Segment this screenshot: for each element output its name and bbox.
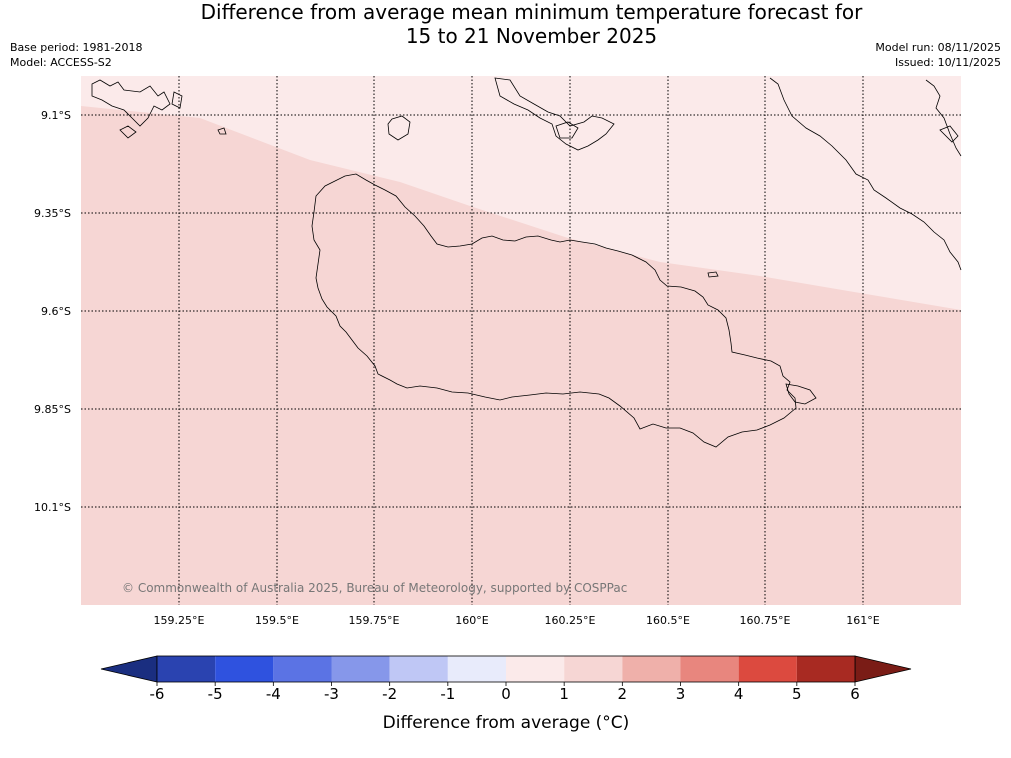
longitude-label: 160°E <box>455 614 488 627</box>
longitude-label: 159.5°E <box>255 614 299 627</box>
colorbar-tick-label: 6 <box>850 685 860 703</box>
base-period: Base period: 1981-2018 <box>10 41 143 54</box>
nw-island-coast-2 <box>119 125 137 139</box>
longitude-label: 160.5°E <box>646 614 690 627</box>
colorbar-bin <box>796 656 855 682</box>
colorbar-bin <box>622 656 681 682</box>
colorbar <box>100 655 912 683</box>
colorbar-tick-label: 1 <box>559 685 569 703</box>
colorbar-tick-label: 3 <box>676 685 686 703</box>
savo-island <box>387 115 411 141</box>
colorbar-tick-label: 2 <box>618 685 628 703</box>
latitude-label: 9.35°S <box>34 207 71 220</box>
longitude-labels: 159.25°E 159.5°E 159.75°E 160°E 160.25°E 160.… <box>154 614 880 627</box>
colorbar-bin <box>273 656 332 682</box>
colorbar-bin <box>506 656 565 682</box>
meta-left: Base period: 1981-2018 Model: ACCESS-S2 <box>10 40 142 70</box>
latitude-label: 10.1°S <box>34 501 71 514</box>
longitude-label: 160.25°E <box>545 614 596 627</box>
malaita-coast <box>769 77 962 271</box>
colorbar-tick-labels: -6 -5 -4 -3 -2 -1 0 1 2 3 4 5 6 <box>150 682 860 703</box>
title-line-1: Difference from average mean minimum tem… <box>200 0 863 24</box>
colorbar-bin <box>738 656 797 682</box>
florida-islands-coast-2 <box>555 121 579 139</box>
nw-islet <box>217 127 227 135</box>
colorbar-bin <box>389 656 448 682</box>
colorbar-tick-label: -4 <box>266 685 281 703</box>
colorbar-over-arrow <box>854 655 912 683</box>
colorbar-tick-label: -5 <box>208 685 223 703</box>
longitude-label: 159.75°E <box>349 614 400 627</box>
model-name: Model: ACCESS-S2 <box>10 56 112 69</box>
latitude-label: 9.6°S <box>41 305 71 318</box>
malaita-coast-2 <box>925 79 962 157</box>
longitude-label: 161°E <box>846 614 879 627</box>
graticule <box>81 76 961 605</box>
colorbar-tick-label: -1 <box>440 685 455 703</box>
colorbar-bin <box>680 656 739 682</box>
colorbar-bin <box>157 656 216 682</box>
colorbar-bin <box>447 656 506 682</box>
latitude-label: 9.85°S <box>34 403 71 416</box>
coastlines <box>91 77 962 448</box>
issued-date: Issued: 10/11/2025 <box>894 56 1001 69</box>
colorbar-tick-label: 0 <box>501 685 511 703</box>
map-area <box>81 76 961 605</box>
guadalcanal-coastline <box>311 173 797 448</box>
meta-right: Model run: 08/11/2025 Issued: 10/11/2025 <box>875 40 1001 70</box>
colorbar-tick-label: -6 <box>150 685 165 703</box>
colorbar-under-arrow <box>100 655 158 683</box>
copyright-notice: © Commonwealth of Australia 2025, Bureau… <box>122 581 627 595</box>
colorbar-bin <box>331 656 390 682</box>
colorbar-tick-label: 5 <box>792 685 802 703</box>
latitude-labels: 9.1°S 9.35°S 9.6°S 9.85°S 10.1°S <box>34 109 71 514</box>
colorbar-tick-label: -3 <box>324 685 339 703</box>
colorbar-tick-label: 4 <box>734 685 744 703</box>
small-island-east <box>785 383 817 405</box>
small-islet <box>707 271 719 278</box>
colorbar-title: Difference from average (°C) <box>383 713 630 733</box>
nw-island-coast <box>91 79 171 127</box>
malaita-coast-3 <box>939 125 959 143</box>
model-run: Model run: 08/11/2025 <box>875 41 1001 54</box>
colorbar-bin <box>215 656 274 682</box>
map-title: Difference from average mean minimum tem… <box>0 0 1011 48</box>
colorbar-tick-label: -2 <box>382 685 397 703</box>
anomaly-0-to-1-region <box>81 76 961 310</box>
colorbar-bin <box>564 656 623 682</box>
latitude-label: 9.1°S <box>41 109 71 122</box>
longitude-label: 160.75°E <box>740 614 791 627</box>
title-line-2: 15 to 21 November 2025 <box>405 24 658 48</box>
longitude-label: 159.25°E <box>154 614 205 627</box>
